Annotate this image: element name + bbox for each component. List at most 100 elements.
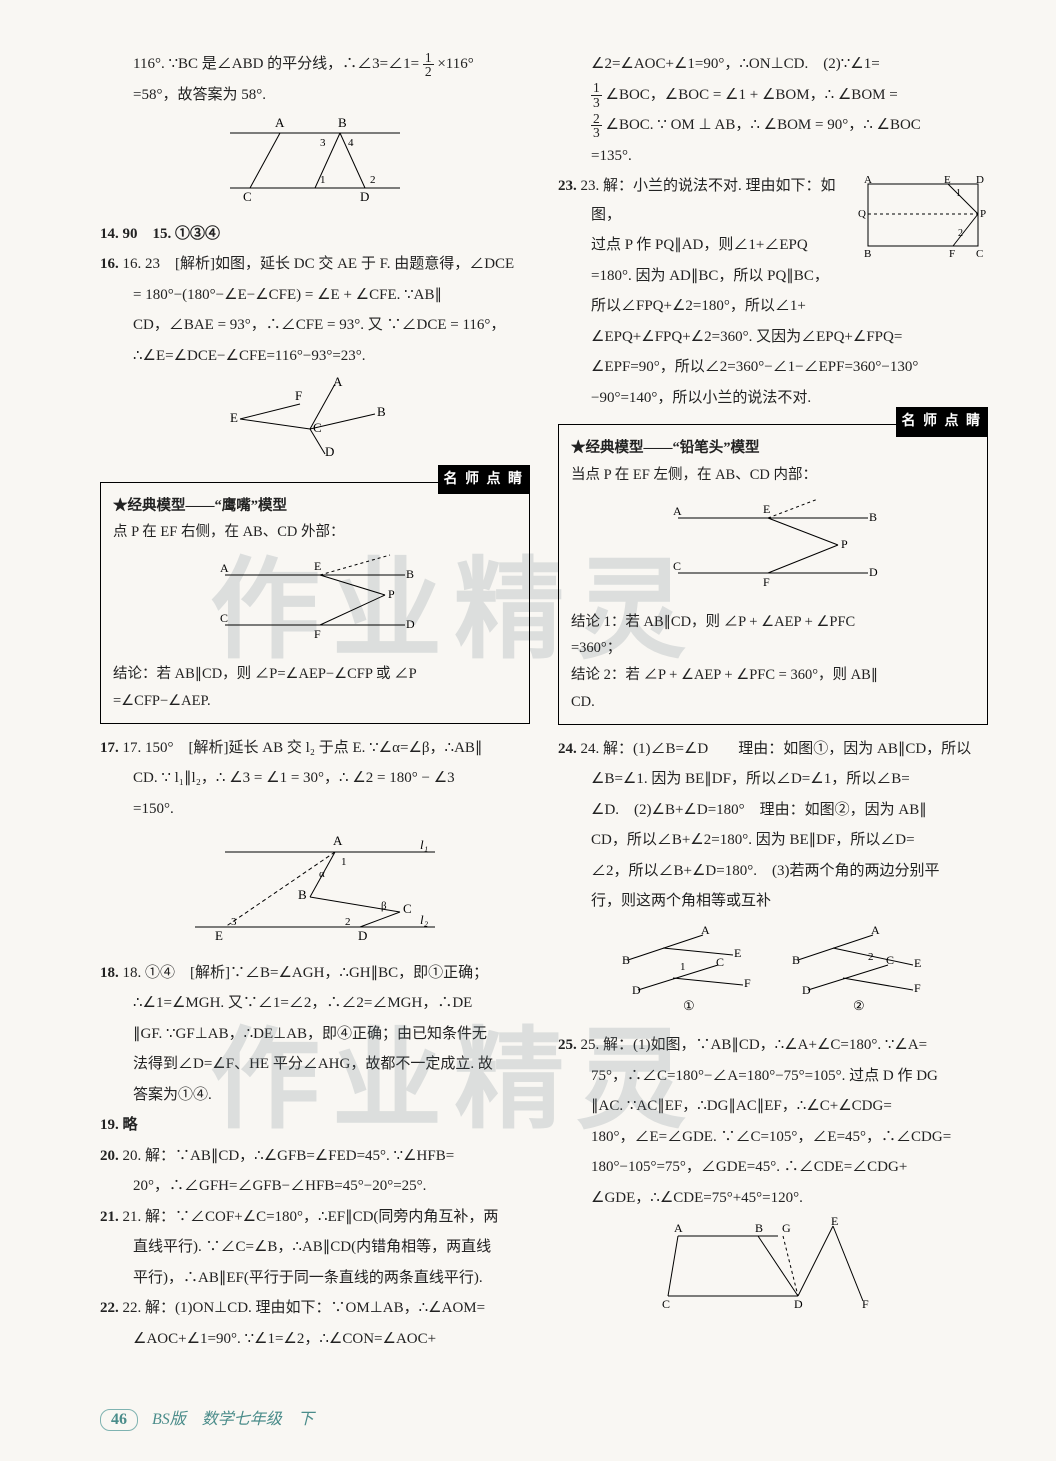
p21-c: 平行)，∴AB∥EF(平行于同一条直线的两条直线平行). xyxy=(100,1264,530,1293)
p16-a: 16. 16. 23 [解析]如图，延长 DC 交 AE 于 F. 由题意得，∠… xyxy=(100,250,530,279)
footer-text: BS版 数学七年级 下 xyxy=(152,1411,314,1428)
p13-frac: 12 xyxy=(423,51,434,79)
box2-l1: 当点 P 在 EF 左侧，在 AB、CD 内部： xyxy=(571,462,975,489)
box1-figure: A E B P C F D xyxy=(113,550,517,655)
fig13-D: D xyxy=(360,189,369,203)
fig13-4: 4 xyxy=(348,137,354,149)
f24b-cir: ② xyxy=(853,998,865,1013)
p24-b: ∠B=∠1. 因为 BE∥DF，所以∠D=∠1，所以∠B= xyxy=(558,765,988,794)
b2-E: E xyxy=(763,502,770,516)
f17-be: β xyxy=(381,900,387,912)
f16-C: C xyxy=(313,420,322,435)
b1-F: F xyxy=(314,627,321,641)
p24-c: ∠D. (2)∠B+∠D=180° 理由：如图②，因为 AB∥ xyxy=(558,796,988,825)
box2-l2: 结论 1：若 AB∥CD，则 ∠P + ∠AEP + ∠PFC xyxy=(571,609,975,636)
p16-d: ∴∠E=∠DCE−∠CFE=116°−93°=23°. xyxy=(100,342,530,371)
fig25-svg: A B G E C D F xyxy=(658,1216,888,1311)
b2-D: D xyxy=(869,565,878,579)
b1-C: C xyxy=(220,611,228,625)
p23-e: ∠EPQ+∠FPQ+∠2=360°. 又因为∠EPQ+∠FPQ= xyxy=(558,323,988,352)
fig13-B: B xyxy=(338,115,347,130)
p17-a-t: 17. 150° [解析]延长 AB 交 l₂ 于点 E. ∵∠α=∠β，∴AB… xyxy=(123,740,483,756)
p21-a-t: 21. 解：∵∠COF+∠C=180°，∴EF∥CD(同旁内角互补，两 xyxy=(123,1209,499,1225)
f24a-cir: ① xyxy=(683,998,695,1013)
f16-F: F xyxy=(295,388,302,403)
p22e-frac: 23 xyxy=(591,112,602,140)
f17-A: A xyxy=(333,833,343,848)
f25-F: F xyxy=(862,1297,869,1311)
fig13-3: 3 xyxy=(320,137,326,149)
p25-f: ∠GDE，∴∠CDE=75°+45°=120°. xyxy=(558,1184,988,1213)
p22-a-t: 22. 解：(1)ON⊥CD. 理由如下：∵OM⊥AB，∴∠AOM= xyxy=(123,1300,486,1316)
f17-1: 1 xyxy=(341,856,347,868)
f24b-2: 2 xyxy=(868,951,874,963)
box1-l1: 点 P 在 EF 右侧，在 AB、CD 外部： xyxy=(113,519,517,546)
p22e-t: ∠BOC. ∵ OM ⊥ AB，∴ ∠BOM = 90°，∴ ∠BOC xyxy=(606,117,921,133)
f25-D: D xyxy=(794,1297,803,1311)
p18-a: 18. 18. ①④ [解析]∵∠B=∠AGH，∴GH∥BC，即①正确； xyxy=(100,959,530,988)
fig24-svg: A B C D E F 1 ① A xyxy=(608,920,938,1015)
p22-c: ∠2=∠AOC+∠1=90°，∴ON⊥CD. (2)∵∠1= xyxy=(558,50,988,79)
f16-B: B xyxy=(377,404,386,419)
box2-l5: CD. xyxy=(571,689,975,716)
f23-1: 1 xyxy=(956,188,961,199)
f23-B: B xyxy=(864,248,871,259)
two-column-layout: 116°. ∵BC 是∠ABD 的平分线，∴∠3=∠1= 12 ×116° =5… xyxy=(100,50,996,1355)
p13-line2: =58°，故答案为 58°. xyxy=(100,81,530,110)
b2-P: P xyxy=(841,537,848,551)
f17-l1: l₁ xyxy=(420,837,428,852)
p24-f: 行，则这两个角相等或互补 xyxy=(558,887,988,916)
f23-2: 2 xyxy=(958,228,963,239)
fig13-2: 2 xyxy=(370,174,376,186)
p25-d: 180°，∠E=∠GDE. ∵∠C=105°，∠E=45°，∴∠CDG= xyxy=(558,1123,988,1152)
b2-B: B xyxy=(869,510,877,524)
p22-a: 22. 22. 解：(1)ON⊥CD. 理由如下：∵OM⊥AB，∴∠AOM= xyxy=(100,1294,530,1323)
figure-16: A B C D E F xyxy=(100,374,530,470)
p20-a-t: 20. 解：∵AB∥CD，∴∠GFB=∠FED=45°. ∵∠HFB= xyxy=(123,1148,455,1164)
f17-al: α xyxy=(319,868,325,880)
box1-tab: 名 师 点 睛 xyxy=(438,465,531,495)
figure-13: A B C D 3 4 1 2 xyxy=(100,113,530,214)
f25-C: C xyxy=(662,1297,670,1311)
box2-title: ★经典模型——“铅笔头”模型 xyxy=(571,435,975,462)
fig17-svg: A B C D E l₁ l₂ 1 2 3 α β xyxy=(185,827,445,942)
box1-l3: =∠CFP−∠AEP. xyxy=(113,688,517,715)
p23-c: =180°. 因为 AD∥BC，所以 PQ∥BC， xyxy=(558,262,988,291)
f25-G: G xyxy=(782,1221,791,1235)
p18-d: 法得到∠D=∠F、HE 平分∠AHG，故都不一定成立. 故 xyxy=(100,1050,530,1079)
p21-a: 21. 21. 解：∵∠COF+∠C=180°，∴EF∥CD(同旁内角互补，两 xyxy=(100,1203,530,1232)
p22d-t: ∠BOC，∠BOC = ∠1 + ∠BOM，∴ ∠BOM = xyxy=(606,87,898,103)
f23-A: A xyxy=(864,174,872,186)
p18-c: ∥GF. ∵GF⊥AB，∴DE⊥AB，即④正确；由已知条件无 xyxy=(100,1020,530,1049)
f23-E: E xyxy=(944,174,951,186)
f17-D: D xyxy=(358,928,367,942)
box2-tab: 名 师 点 睛 xyxy=(896,407,989,437)
p25-e: 180°−105°=75°，∠GDE=45°. ∴∠CDE=∠CDG+ xyxy=(558,1153,988,1182)
f24a-B: B xyxy=(622,953,630,967)
box2-l3: =360°； xyxy=(571,635,975,662)
b1-D: D xyxy=(406,617,415,631)
f17-3: 3 xyxy=(231,916,237,928)
p16-a-t: 16. 23 [解析]如图，延长 DC 交 AE 于 F. 由题意得，∠DCE xyxy=(123,256,515,272)
p16-c: CD，∠BAE = 93°，∴∠CFE = 93°. 又 ∵∠DCE = 116… xyxy=(100,311,530,340)
p21-b: 直线平行). ∵∠C=∠B，∴AB∥CD(内错角相等，两直线 xyxy=(100,1233,530,1262)
p20-a: 20. 20. 解：∵AB∥CD，∴∠GFB=∠FED=45°. ∵∠HFB= xyxy=(100,1142,530,1171)
f23-Q: Q xyxy=(858,208,866,220)
f17-B: B xyxy=(298,887,307,902)
b1-A: A xyxy=(220,561,229,575)
f24a-A: A xyxy=(701,923,710,937)
p18-a-t: 18. ①④ [解析]∵∠B=∠AGH，∴GH∥BC，即①正确； xyxy=(123,965,489,981)
p25-a-t: 25. 解：(1)如图，∵AB∥CD，∴∠A+∠C=180°. ∵∠A= xyxy=(581,1037,928,1053)
box2-l4: 结论 2：若 ∠P + ∠AEP + ∠PFC = 360°，则 AB∥ xyxy=(571,662,975,689)
f24b-F: F xyxy=(914,981,921,995)
f24b-C: C xyxy=(886,953,894,967)
b2-A: A xyxy=(673,504,682,518)
fig13-1: 1 xyxy=(320,174,326,186)
fig13-svg: A B C D 3 4 1 2 xyxy=(220,113,410,203)
right-column: ∠2=∠AOC+∠1=90°，∴ON⊥CD. (2)∵∠1= 13 ∠BOC，∠… xyxy=(558,50,988,1355)
p23-a-t: 23. 解：小兰的说法不对. 理由如下：如图， xyxy=(581,178,836,223)
p23-d: 所以∠FPQ+∠2=180°，所以∠1+ xyxy=(558,292,988,321)
page-footer: 46 BS版 数学七年级 下 xyxy=(100,1405,314,1431)
p17-c: =150°. xyxy=(100,795,530,824)
f17-E: E xyxy=(215,928,223,942)
